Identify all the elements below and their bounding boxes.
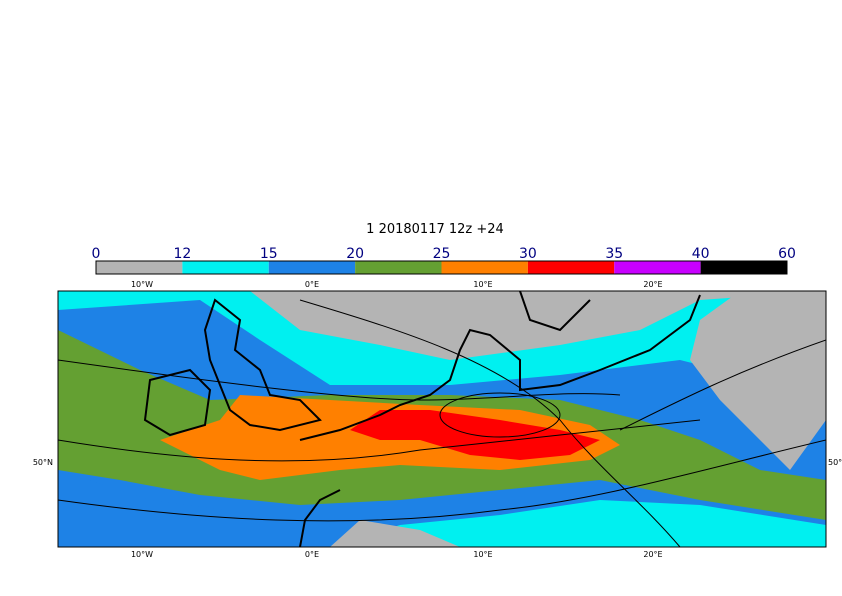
colorbar-segment [614, 261, 701, 274]
colorbar-label: 60 [778, 246, 796, 262]
lon-label: 10°E [473, 280, 492, 289]
lon-label: 10°W [131, 550, 153, 559]
colorbar-segment [355, 261, 442, 274]
map-frame [57, 290, 827, 548]
colorbar-segment [96, 261, 183, 274]
colorbar-label: 15 [260, 246, 278, 262]
colorbar: 0 12 15 20 25 30 35 40 60 [92, 246, 796, 275]
colorbar-label: 30 [519, 246, 537, 262]
lon-label: 10°W [131, 280, 153, 289]
colorbar-segment [527, 261, 615, 274]
colorbar-label: 0 [92, 246, 101, 262]
lon-label: 0°E [305, 280, 319, 289]
lat-label: 50°N [828, 458, 842, 467]
lon-label: 10°E [473, 550, 492, 559]
lat-label: 50°N [33, 458, 53, 467]
colorbar-segment [441, 261, 528, 274]
colorbar-label: 12 [173, 246, 191, 262]
colorbar-frame [95, 260, 788, 275]
colorbar-segment [182, 261, 269, 274]
title: 1 20180117 12z +24 [366, 222, 504, 237]
colorbar-segment [268, 261, 356, 274]
map-field [58, 291, 826, 547]
colorbar-label: 25 [433, 246, 451, 262]
colorbar-label: 40 [692, 246, 710, 262]
colorbar-label: 20 [346, 246, 364, 262]
colorbar-label: 35 [605, 246, 623, 262]
lon-label: 20°E [643, 280, 662, 289]
colorbar-segment [700, 261, 787, 274]
lon-label: 0°E [305, 550, 319, 559]
map-labels: 10°W 10°W 0°E 0°E 10°E 10°E 20°E 20°E 50°N 50°N [33, 280, 842, 559]
lon-label: 20°E [643, 550, 662, 559]
